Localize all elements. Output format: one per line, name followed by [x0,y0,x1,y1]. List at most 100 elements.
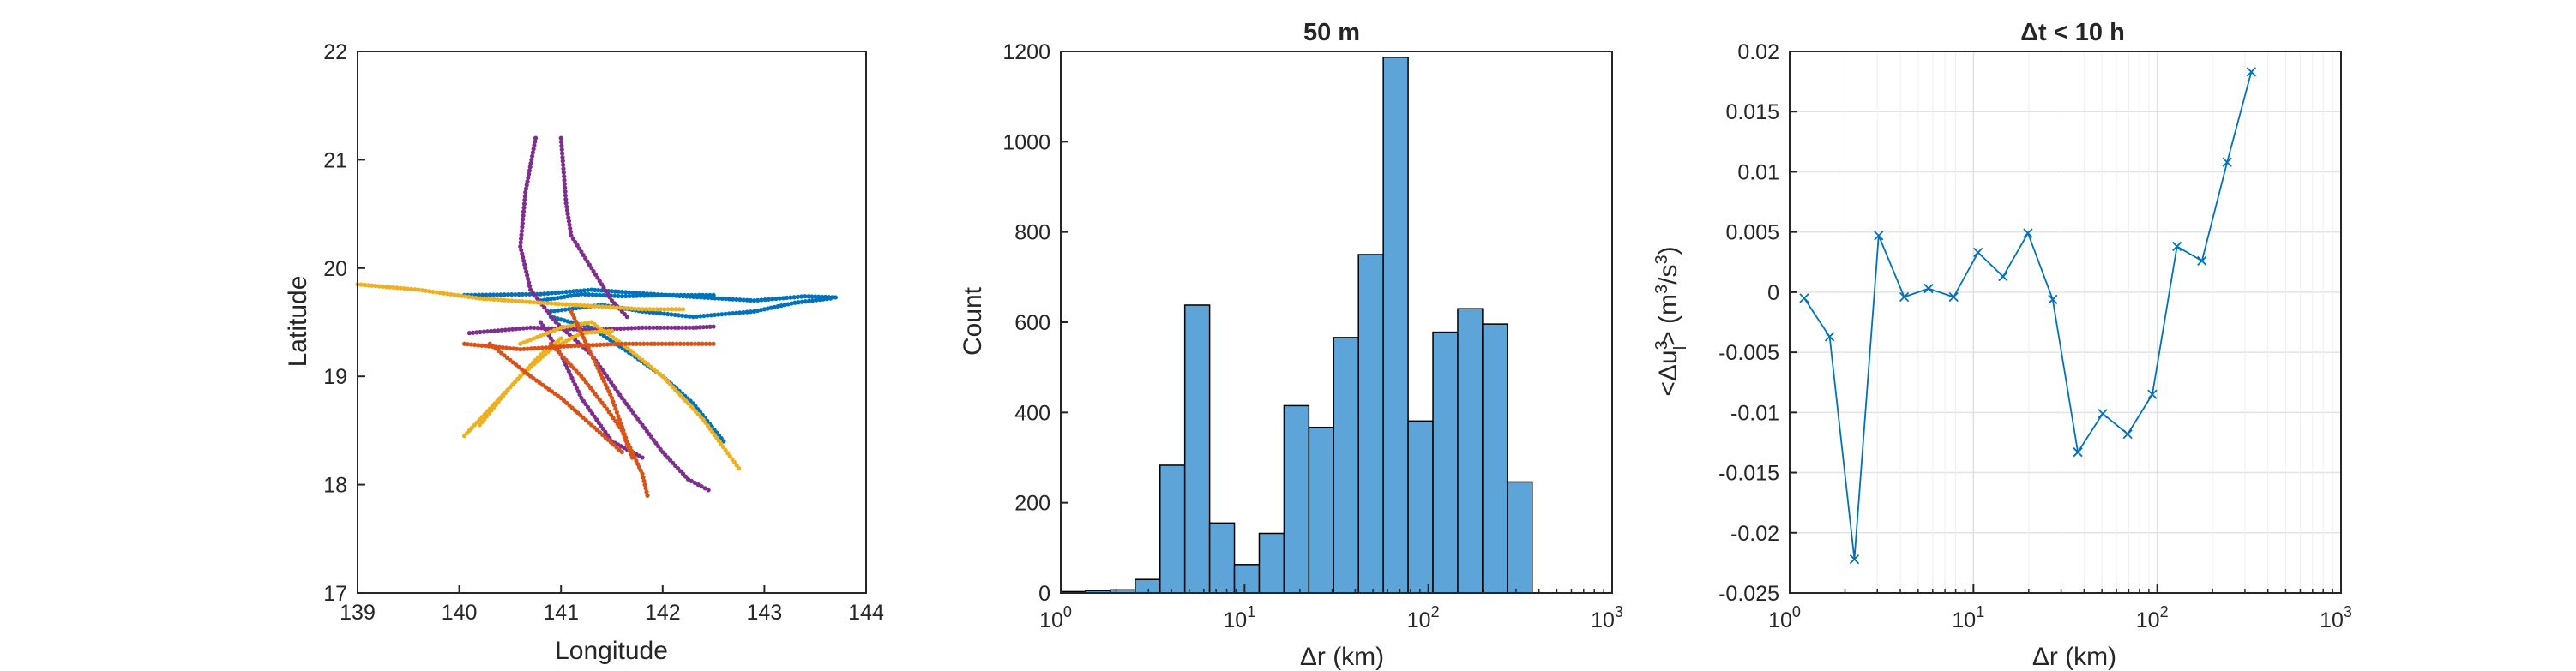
trajectory-point [570,312,575,317]
trajectory-point [547,344,552,350]
trajectory-point [530,150,535,155]
trajectory-point [612,342,617,347]
trajectory-point [623,293,629,299]
trajectory-point [528,337,533,343]
trajectory-point [560,302,565,307]
trajectory-point [597,292,603,297]
trajectory-point [669,312,674,317]
trajectory-point [792,300,797,305]
x-tick-label: 100 [1039,603,1072,632]
data-point [2023,228,2033,238]
trajectory-point [641,293,647,298]
trajectory-point [563,196,569,202]
trajectory-point [540,323,545,328]
trajectory-point [527,284,533,289]
trajectory-point [472,342,478,348]
trajectory-point [814,297,819,303]
axes-box [1789,51,2342,594]
trajectory-point [640,307,645,312]
trajectory-point [645,293,651,298]
trajectory-point [596,303,601,309]
y-tick-label: -0.015 [1718,462,1779,486]
y-axis-label: Count [959,286,987,356]
histogram-bar [1457,308,1484,594]
trajectory-point [406,286,411,291]
trajectory-point [513,291,518,297]
x-tick-label: 141 [543,601,579,625]
trajectory-point [496,328,501,333]
y-axis-label: <Δu3l> (m3/s3) [1652,246,1690,396]
trajectory-point [611,399,616,404]
y-tick-label: -0.02 [1730,522,1779,546]
trajectory-point [522,261,527,267]
trajectory-point [651,310,656,315]
trajectory-point [627,341,632,346]
trajectory-point [523,291,529,297]
trajectory-point [583,402,588,407]
trajectory-point [609,412,614,417]
trajectory-point [593,362,599,368]
trajectory-point [551,309,557,314]
trajectory-point [527,168,533,173]
trajectory-point [645,341,650,346]
trajectory-point [434,290,439,295]
trajectory-point [522,197,527,202]
histogram-bar [1382,57,1409,594]
trajectory-point [672,312,677,318]
trajectory-point [616,413,621,419]
trajectory-point [629,452,634,457]
trajectory-point [581,327,587,333]
data-point [1998,271,2008,282]
trajectory-point [548,336,553,341]
trajectory-point [524,183,529,188]
trajectory-point [563,185,568,190]
trajectory-point [707,341,713,346]
trajectory-point [705,423,711,428]
trajectory-point [596,288,601,293]
trajectory-point [558,317,563,322]
trajectory-point [696,292,701,297]
trajectory-point [391,285,396,291]
trajectory-point [699,484,704,489]
y-tick-label: 0.005 [1725,221,1779,245]
data-point [1849,554,1860,565]
trajectory-point [545,331,550,336]
trajectory-point [579,291,584,297]
trajectory-point [506,297,511,303]
trajectory-point [833,295,839,300]
trajectory-point [594,342,599,348]
trajectory-point [641,341,647,346]
trajectory-point [573,382,578,387]
trajectory-point [562,177,567,183]
trajectory-point [521,205,527,210]
trajectory-point [662,307,667,312]
trajectory-point [559,308,564,313]
trajectory-point [589,266,594,271]
trajectory-point [514,327,519,332]
trajectory-point [687,325,692,330]
trajectory-point [519,228,525,234]
y-tick-label: 22 [323,40,347,64]
trajectory-point [659,341,665,346]
trajectory-point [582,321,587,327]
trajectory-point [768,305,773,310]
trajectory-point [625,326,630,331]
trajectory-point [605,291,611,297]
trajectory-point [597,368,602,374]
trajectory-point [362,282,367,288]
trajectory-point [701,325,706,330]
trajectory-point [785,295,790,301]
trajectory-point [585,404,591,410]
trajectory-point [563,193,569,198]
trajectory-point [617,425,623,430]
data-point [1899,291,1910,303]
y-tick-label: 800 [1014,221,1050,245]
trajectory-point [578,303,583,308]
y-tick-label: 0.02 [1737,40,1779,64]
trajectory-point [462,294,468,299]
trajectory-point [664,292,669,297]
trajectory-point [604,374,610,379]
trajectory-point [401,285,407,291]
y-tick-label: 0 [1038,582,1050,606]
